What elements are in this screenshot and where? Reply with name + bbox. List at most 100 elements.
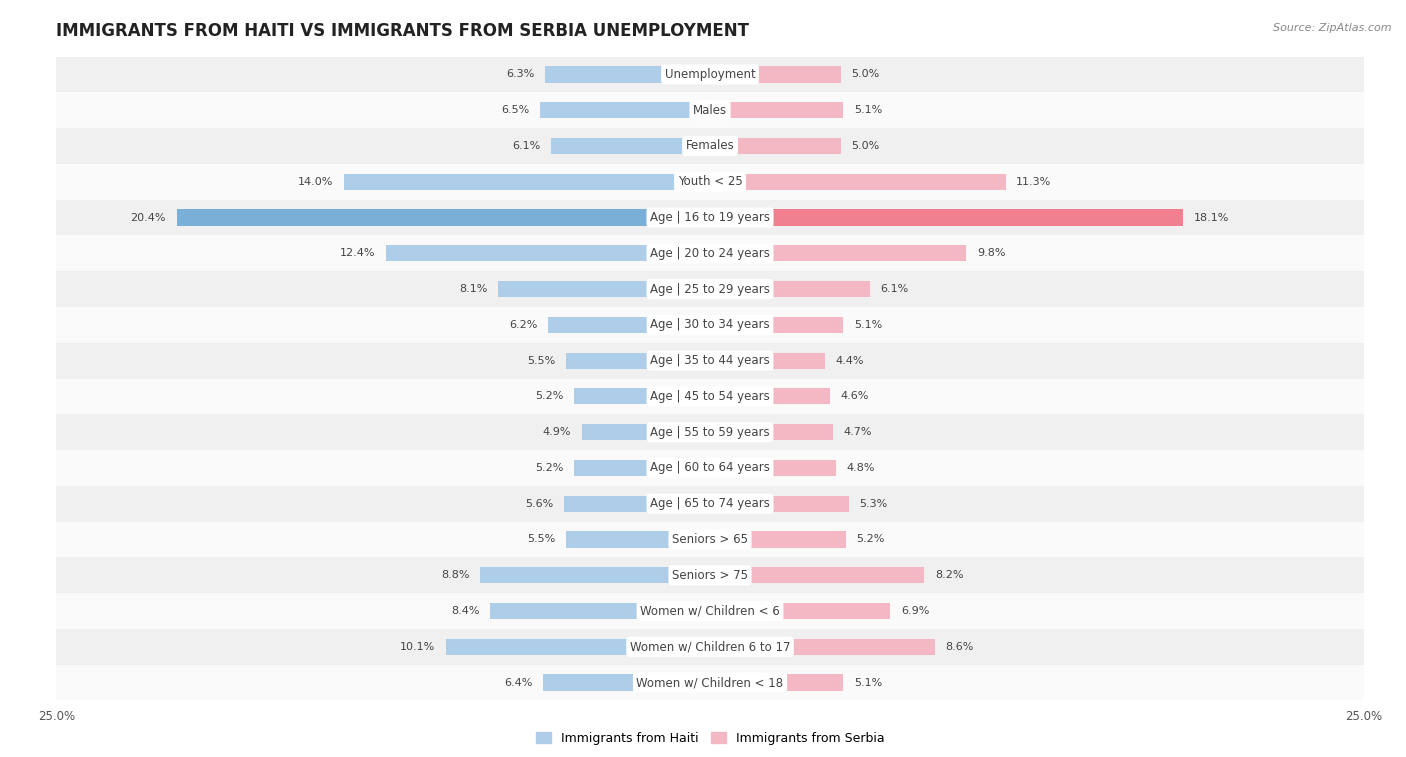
Text: Women w/ Children 6 to 17: Women w/ Children 6 to 17 [630, 640, 790, 653]
Text: Age | 65 to 74 years: Age | 65 to 74 years [650, 497, 770, 510]
Text: 10.1%: 10.1% [401, 642, 436, 652]
Bar [56, 450, 1364, 486]
Text: 6.1%: 6.1% [512, 141, 540, 151]
Bar [56, 593, 1364, 629]
Text: Seniors > 65: Seniors > 65 [672, 533, 748, 546]
Bar [446, 639, 710, 655]
Text: 5.6%: 5.6% [524, 499, 553, 509]
Bar [344, 173, 710, 190]
Bar [540, 102, 710, 118]
Text: 6.4%: 6.4% [503, 678, 533, 687]
Text: 8.4%: 8.4% [451, 606, 479, 616]
Bar [56, 200, 1364, 235]
Bar [56, 522, 1364, 557]
Text: 8.6%: 8.6% [945, 642, 974, 652]
Text: 5.0%: 5.0% [851, 70, 880, 79]
Legend: Immigrants from Haiti, Immigrants from Serbia: Immigrants from Haiti, Immigrants from S… [530, 727, 890, 750]
Bar [567, 353, 710, 369]
Bar [56, 629, 1364, 665]
Text: 5.1%: 5.1% [853, 105, 882, 115]
Bar [710, 138, 841, 154]
Bar [710, 424, 832, 441]
Text: Unemployment: Unemployment [665, 68, 755, 81]
Text: Women w/ Children < 6: Women w/ Children < 6 [640, 605, 780, 618]
Text: Youth < 25: Youth < 25 [678, 176, 742, 188]
Text: Seniors > 75: Seniors > 75 [672, 569, 748, 581]
Text: Age | 35 to 44 years: Age | 35 to 44 years [650, 354, 770, 367]
Bar [56, 271, 1364, 307]
Text: 9.8%: 9.8% [977, 248, 1005, 258]
Text: IMMIGRANTS FROM HAITI VS IMMIGRANTS FROM SERBIA UNEMPLOYMENT: IMMIGRANTS FROM HAITI VS IMMIGRANTS FROM… [56, 22, 749, 40]
Text: 4.6%: 4.6% [841, 391, 869, 401]
Text: Women w/ Children < 18: Women w/ Children < 18 [637, 676, 783, 689]
Text: 5.5%: 5.5% [527, 356, 555, 366]
Bar [56, 378, 1364, 414]
Bar [710, 388, 831, 404]
Bar [710, 674, 844, 690]
Bar [56, 486, 1364, 522]
Text: 6.1%: 6.1% [880, 284, 908, 294]
Bar [56, 128, 1364, 164]
Bar [543, 674, 710, 690]
Bar [546, 67, 710, 83]
Bar [551, 138, 710, 154]
Bar [574, 460, 710, 476]
Bar [710, 173, 1005, 190]
Text: 6.2%: 6.2% [509, 320, 537, 330]
Bar [56, 307, 1364, 343]
Text: Source: ZipAtlas.com: Source: ZipAtlas.com [1274, 23, 1392, 33]
Text: 5.2%: 5.2% [536, 463, 564, 473]
Text: 6.3%: 6.3% [506, 70, 534, 79]
Text: 5.3%: 5.3% [859, 499, 887, 509]
Bar [56, 57, 1364, 92]
Bar [574, 388, 710, 404]
Text: 8.8%: 8.8% [441, 570, 470, 580]
Bar [56, 235, 1364, 271]
Text: Age | 45 to 54 years: Age | 45 to 54 years [650, 390, 770, 403]
Text: 18.1%: 18.1% [1194, 213, 1229, 223]
Text: 6.5%: 6.5% [502, 105, 530, 115]
Text: 4.9%: 4.9% [543, 427, 571, 437]
Text: 5.5%: 5.5% [527, 534, 555, 544]
Bar [56, 343, 1364, 378]
Bar [56, 557, 1364, 593]
Text: 5.1%: 5.1% [853, 678, 882, 687]
Text: Females: Females [686, 139, 734, 152]
Text: 20.4%: 20.4% [131, 213, 166, 223]
Text: 8.2%: 8.2% [935, 570, 963, 580]
Bar [56, 414, 1364, 450]
Bar [710, 496, 849, 512]
Bar [710, 210, 1184, 226]
Bar [567, 531, 710, 547]
Bar [710, 245, 966, 261]
Bar [710, 603, 890, 619]
Text: Males: Males [693, 104, 727, 117]
Bar [710, 567, 925, 584]
Bar [710, 102, 844, 118]
Bar [548, 316, 710, 333]
Text: 4.4%: 4.4% [835, 356, 865, 366]
Text: Age | 55 to 59 years: Age | 55 to 59 years [650, 425, 770, 438]
Bar [710, 531, 846, 547]
Bar [498, 281, 710, 298]
Bar [710, 316, 844, 333]
Text: 12.4%: 12.4% [340, 248, 375, 258]
Text: 4.7%: 4.7% [844, 427, 872, 437]
Bar [710, 67, 841, 83]
Text: 6.9%: 6.9% [901, 606, 929, 616]
Text: 11.3%: 11.3% [1017, 177, 1052, 187]
Bar [56, 92, 1364, 128]
Text: 14.0%: 14.0% [298, 177, 333, 187]
Text: Age | 30 to 34 years: Age | 30 to 34 years [650, 319, 770, 332]
Text: 5.2%: 5.2% [536, 391, 564, 401]
Text: Age | 16 to 19 years: Age | 16 to 19 years [650, 211, 770, 224]
Text: 5.2%: 5.2% [856, 534, 884, 544]
Bar [56, 164, 1364, 200]
Text: 4.8%: 4.8% [846, 463, 875, 473]
Bar [710, 460, 835, 476]
Bar [479, 567, 710, 584]
Bar [491, 603, 710, 619]
Text: 5.0%: 5.0% [851, 141, 880, 151]
Text: Age | 20 to 24 years: Age | 20 to 24 years [650, 247, 770, 260]
Bar [582, 424, 710, 441]
